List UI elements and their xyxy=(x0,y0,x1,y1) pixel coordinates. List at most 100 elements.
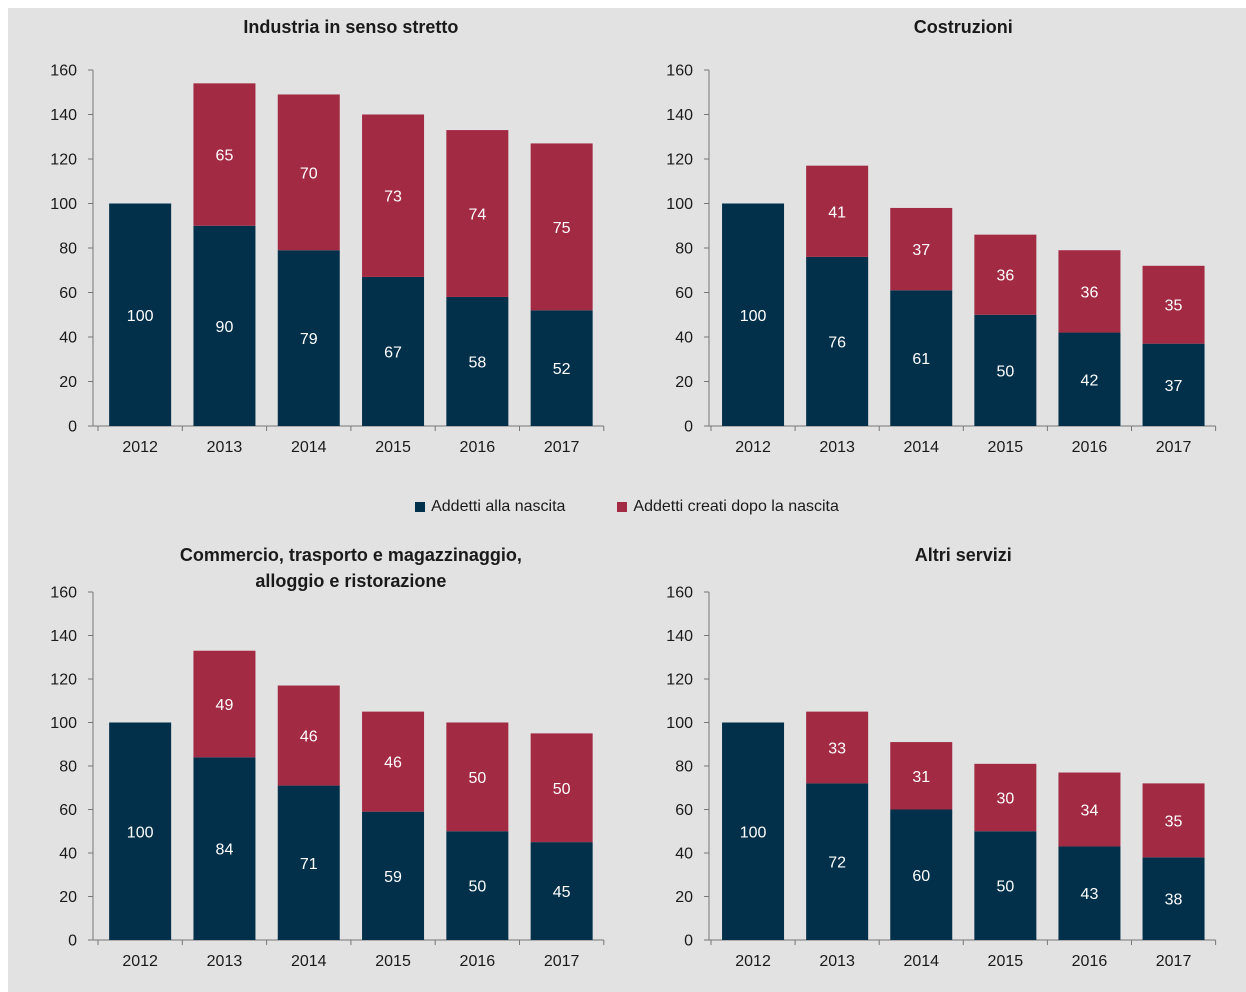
bar-after-2-2016 xyxy=(446,722,509,832)
data-label-after-1-2016: 36 xyxy=(1081,284,1099,301)
y-tick-label-1-120: 120 xyxy=(666,152,693,169)
x-tick-label-0-2015: 2015 xyxy=(375,439,411,456)
y-tick-label-3-0: 0 xyxy=(684,933,693,950)
bar-birth-3-2017 xyxy=(1142,857,1205,940)
legend-swatch-birth xyxy=(415,502,426,512)
x-tick-label-0-2013: 2013 xyxy=(207,439,243,456)
data-label-after-3-2016: 34 xyxy=(1081,803,1099,820)
x-tick-label-2-2014: 2014 xyxy=(291,953,327,970)
bar-birth-1-2016 xyxy=(1058,332,1121,426)
legend: Addetti alla nascita Addetti creati dopo… xyxy=(8,498,1246,516)
data-label-birth-1-2014: 61 xyxy=(912,351,930,368)
bar-after-0-2014 xyxy=(277,94,340,251)
bar-after-1-2017 xyxy=(1142,265,1205,344)
x-tick-label-1-2012: 2012 xyxy=(735,439,771,456)
x-tick-label-3-2015: 2015 xyxy=(988,953,1024,970)
chart-title-3-0: Altri servizi xyxy=(915,545,1012,565)
data-label-after-1-2014: 37 xyxy=(912,242,930,259)
x-tick-label-2-2012: 2012 xyxy=(122,953,158,970)
bar-birth-3-2013 xyxy=(806,783,869,940)
data-label-after-1-2017: 35 xyxy=(1165,298,1183,315)
data-label-birth-0-2016: 58 xyxy=(468,354,486,371)
bar-birth-0-2017 xyxy=(530,310,593,426)
bar-birth-3-2016 xyxy=(1058,846,1121,940)
bar-after-1-2013 xyxy=(806,165,869,257)
data-label-birth-2-2016: 50 xyxy=(468,879,486,896)
data-label-birth-0-2015: 67 xyxy=(384,344,402,361)
bar-birth-2-2012 xyxy=(109,722,172,940)
data-label-birth-2-2017: 45 xyxy=(553,884,571,901)
y-tick-label-0-120: 120 xyxy=(50,152,77,169)
data-label-birth-0-2017: 52 xyxy=(553,361,571,378)
data-label-after-0-2015: 73 xyxy=(384,189,402,206)
y-tick-label-0-100: 100 xyxy=(50,196,77,213)
data-label-birth-3-2016: 43 xyxy=(1081,886,1099,903)
y-tick-label-2-140: 140 xyxy=(50,628,77,645)
y-tick-label-0-80: 80 xyxy=(59,241,77,258)
charts-svg: Industria in senso stretto 0 20 40 60 80 100 12… xyxy=(50,17,1217,970)
x-tick-label-1-2015: 2015 xyxy=(988,439,1024,456)
data-label-birth-1-2017: 37 xyxy=(1165,378,1183,395)
bar-birth-1-2017 xyxy=(1142,343,1205,426)
bar-after-3-2017 xyxy=(1142,783,1205,858)
x-tick-label-0-2017: 2017 xyxy=(544,439,580,456)
data-label-birth-2-2015: 59 xyxy=(384,869,402,886)
bar-after-1-2016 xyxy=(1058,250,1121,333)
y-tick-label-1-140: 140 xyxy=(666,107,693,124)
bar-after-1-2015 xyxy=(974,234,1037,315)
bar-after-3-2015 xyxy=(974,763,1037,832)
x-tick-label-1-2017: 2017 xyxy=(1156,439,1192,456)
legend-label-after: Addetti creati dopo la nascita xyxy=(633,498,839,515)
data-label-after-1-2015: 36 xyxy=(996,268,1014,285)
bar-after-2-2013 xyxy=(193,650,256,758)
y-tick-label-0-40: 40 xyxy=(59,330,77,347)
y-tick-label-0-160: 160 xyxy=(50,63,77,80)
data-label-after-2-2016: 50 xyxy=(468,770,486,787)
chart-title-0-0: Industria in senso stretto xyxy=(243,17,458,37)
x-tick-label-1-2014: 2014 xyxy=(903,439,939,456)
x-tick-label-1-2013: 2013 xyxy=(819,439,855,456)
bar-birth-1-2012 xyxy=(722,203,785,426)
x-tick-label-2-2016: 2016 xyxy=(460,953,496,970)
y-tick-label-3-80: 80 xyxy=(675,759,693,776)
y-tick-label-2-100: 100 xyxy=(50,715,77,732)
bar-after-2-2015 xyxy=(362,711,425,812)
x-tick-label-3-2017: 2017 xyxy=(1156,953,1192,970)
data-label-after-2-2013: 49 xyxy=(216,697,234,714)
bar-after-0-2013 xyxy=(193,83,256,226)
legend-item-after: Addetti creati dopo la nascita xyxy=(617,498,839,516)
y-tick-label-1-100: 100 xyxy=(666,196,693,213)
bar-birth-0-2016 xyxy=(446,296,509,426)
x-tick-label-0-2016: 2016 xyxy=(460,439,496,456)
y-tick-label-2-20: 20 xyxy=(59,889,77,906)
data-label-birth-3-2013: 72 xyxy=(828,855,846,872)
y-tick-label-1-60: 60 xyxy=(675,285,693,302)
x-tick-label-0-2014: 2014 xyxy=(291,439,327,456)
y-tick-label-1-0: 0 xyxy=(684,419,693,436)
bar-after-0-2016 xyxy=(446,130,509,297)
x-tick-label-3-2013: 2013 xyxy=(819,953,855,970)
data-label-birth-3-2015: 50 xyxy=(996,879,1014,896)
y-tick-label-3-120: 120 xyxy=(666,672,693,689)
data-label-birth-1-2013: 76 xyxy=(828,334,846,351)
data-label-after-3-2015: 30 xyxy=(996,791,1014,808)
data-label-birth-3-2017: 38 xyxy=(1165,892,1183,909)
data-label-birth-0-2013: 90 xyxy=(216,319,234,336)
bar-after-3-2014 xyxy=(890,742,953,810)
y-tick-label-3-160: 160 xyxy=(666,585,693,602)
y-tick-label-2-60: 60 xyxy=(59,802,77,819)
data-label-birth-2-2014: 71 xyxy=(300,856,318,873)
x-tick-label-2-2015: 2015 xyxy=(375,953,411,970)
x-tick-label-3-2016: 2016 xyxy=(1072,953,1108,970)
y-tick-label-3-40: 40 xyxy=(675,846,693,863)
bar-birth-0-2014 xyxy=(277,250,340,426)
y-tick-label-1-20: 20 xyxy=(675,374,693,391)
data-label-after-2-2014: 46 xyxy=(300,729,318,746)
bar-birth-0-2013 xyxy=(193,225,256,426)
x-tick-label-3-2014: 2014 xyxy=(903,953,939,970)
bar-birth-2-2016 xyxy=(446,831,509,940)
bar-birth-2-2015 xyxy=(362,811,425,940)
chart-title-2-1: alloggio e ristorazione xyxy=(255,571,446,591)
y-tick-label-3-60: 60 xyxy=(675,802,693,819)
y-tick-label-2-40: 40 xyxy=(59,846,77,863)
